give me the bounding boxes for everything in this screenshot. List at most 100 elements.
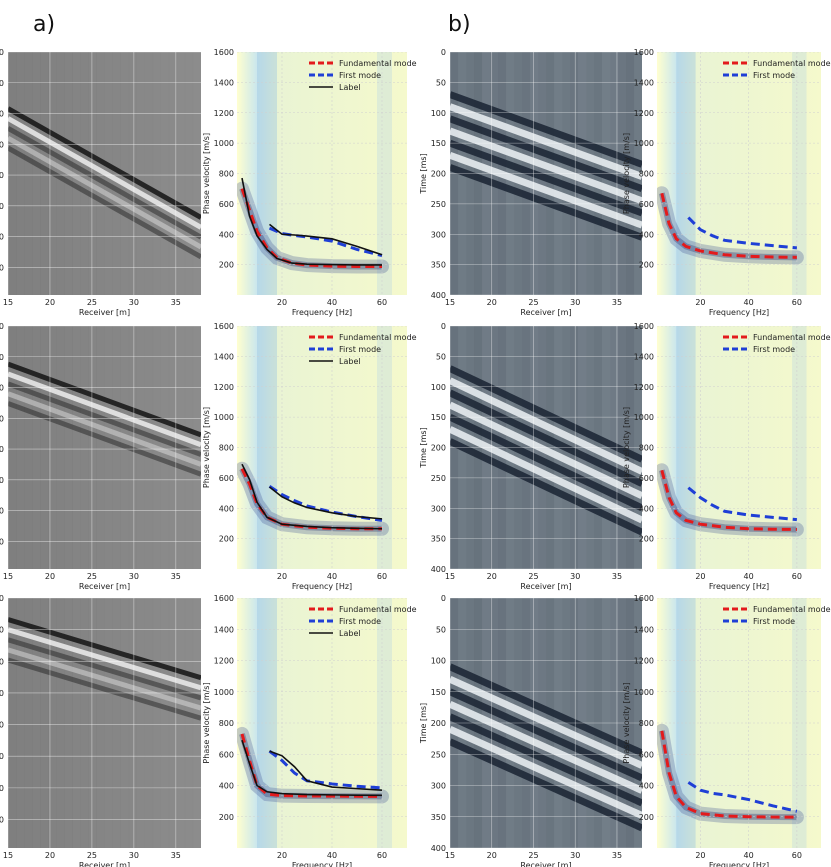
y-tick-label: 800	[639, 170, 654, 179]
x-tick-label: 15	[445, 298, 455, 307]
x-tick-label: 20	[695, 298, 705, 307]
y-axis-label: Time [ms]	[419, 427, 428, 468]
y-tick-label: 150	[0, 414, 4, 423]
y-tick-label: 800	[639, 719, 654, 728]
x-tick-label: 25	[87, 851, 97, 860]
y-tick-label: 300	[0, 784, 4, 793]
y-tick-label: 1000	[634, 139, 654, 148]
x-tick-label: 30	[129, 851, 139, 860]
y-tick-label: 50	[436, 78, 446, 87]
x-tick-label: 40	[327, 851, 337, 860]
legend-label: First mode	[753, 345, 795, 354]
y-tick-label: 200	[219, 813, 234, 822]
y-tick-label: 1600	[214, 322, 234, 331]
y-tick-label: 250	[431, 750, 446, 759]
y-tick-label: 800	[219, 444, 234, 453]
y-tick-label: 1200	[634, 109, 654, 118]
y-tick-label: 100	[0, 110, 4, 119]
series-line-label	[269, 486, 383, 520]
series-line-first-mode	[687, 781, 798, 813]
x-tick-label: 20	[695, 572, 705, 581]
x-tick-label: 40	[327, 572, 337, 581]
dispersion-image	[657, 52, 821, 295]
legend-label: Fundamental mode	[339, 59, 417, 68]
gather-image	[8, 52, 201, 295]
y-tick-label: 400	[219, 230, 234, 239]
series-line-label	[269, 223, 383, 256]
x-tick-label: 25	[528, 572, 538, 581]
x-tick-label: 60	[377, 572, 387, 581]
x-tick-label: 35	[171, 851, 181, 860]
gather-image	[450, 598, 642, 848]
y-tick-label: 300	[431, 230, 446, 239]
x-axis-label: Receiver [m]	[79, 582, 130, 591]
y-axis-label: Time [ms]	[419, 153, 428, 194]
x-axis-label: Frequency [Hz]	[292, 308, 352, 317]
y-tick-label: 600	[219, 474, 234, 483]
y-tick-label: 1000	[214, 688, 234, 697]
legend: Fundamental mode First mode	[723, 605, 831, 626]
y-tick-label: 600	[639, 200, 654, 209]
y-tick-label: 1200	[214, 383, 234, 392]
y-tick-label: 100	[431, 383, 446, 392]
y-axis-label: Time [ms]	[419, 703, 428, 744]
dispersion-image	[657, 326, 821, 569]
x-axis-label: Receiver [m]	[79, 861, 130, 867]
y-axis-label: Phase velocity [m/s]	[622, 407, 631, 488]
y-tick-label: 200	[639, 813, 654, 822]
dispersion-plot-11: 20 40 60 200 400 600 800 1000 1200 1400 1600 Freque…	[622, 594, 831, 867]
y-tick-label: 200	[0, 721, 4, 730]
legend-label: Fundamental mode	[753, 605, 831, 614]
y-axis-label: Phase velocity [m/s]	[202, 682, 211, 763]
x-tick-label: 35	[612, 572, 622, 581]
y-tick-label: 1000	[214, 139, 234, 148]
y-tick-label: 1400	[214, 78, 234, 87]
legend-label: Fundamental mode	[339, 605, 417, 614]
y-tick-label: 400	[431, 844, 446, 853]
y-tick-label: 200	[431, 719, 446, 728]
x-tick-label: 20	[277, 298, 287, 307]
x-tick-label: 30	[570, 851, 580, 860]
x-tick-label: 35	[612, 298, 622, 307]
gather-image	[8, 598, 201, 848]
y-tick-label: 400	[639, 782, 654, 791]
series-line-first-mode	[687, 486, 798, 522]
y-tick-label: 200	[639, 535, 654, 544]
legend-label: Label	[339, 629, 361, 638]
x-tick-label: 25	[528, 298, 538, 307]
x-tick-label: 60	[792, 572, 802, 581]
x-tick-label: 15	[3, 572, 13, 581]
y-tick-label: 150	[431, 688, 446, 697]
x-axis-label: Frequency [Hz]	[709, 861, 769, 867]
x-tick-label: 60	[792, 298, 802, 307]
y-tick-label: 250	[0, 202, 4, 211]
x-axis-label: Receiver [m]	[520, 861, 571, 867]
x-axis-label: Receiver [m]	[79, 308, 130, 317]
legend-label: Fundamental mode	[339, 333, 417, 342]
y-tick-label: 400	[639, 230, 654, 239]
x-tick-label: 15	[3, 298, 13, 307]
x-tick-label: 20	[45, 298, 55, 307]
y-tick-label: 200	[219, 261, 234, 270]
legend-label: First mode	[339, 71, 381, 80]
y-tick-label: 300	[0, 233, 4, 242]
y-tick-label: 600	[219, 200, 234, 209]
x-tick-label: 20	[695, 851, 705, 860]
y-tick-label: 600	[639, 750, 654, 759]
legend-label: Fundamental mode	[753, 59, 831, 68]
x-tick-label: 40	[327, 298, 337, 307]
legend-label: Label	[339, 357, 361, 366]
series-line-fundamental-mode	[660, 730, 797, 819]
gather-image	[450, 52, 642, 295]
y-tick-label: 400	[431, 565, 446, 574]
y-tick-label: 1200	[214, 109, 234, 118]
dispersion-plot-3: 20 40 60 200 400 600 800 1000 1200 1400 1600 Freque…	[622, 48, 831, 317]
y-tick-label: 1400	[634, 625, 654, 634]
y-tick-label: 50	[436, 352, 446, 361]
gather-image	[8, 326, 201, 569]
y-tick-label: 1600	[634, 594, 654, 603]
y-tick-label: 1000	[634, 688, 654, 697]
legend: Fundamental mode First mode	[723, 333, 831, 354]
y-tick-label: 1000	[214, 413, 234, 422]
